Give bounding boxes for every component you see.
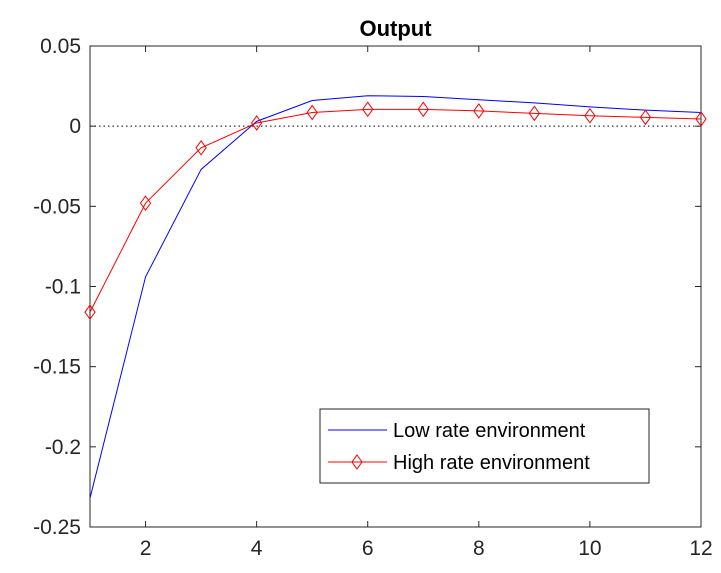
data-point-high-rate-environment bbox=[362, 101, 374, 118]
series-line-low-rate-environment bbox=[89, 95, 702, 499]
y-tick-label: -0.05 bbox=[33, 195, 81, 218]
data-point-high-rate-environment bbox=[695, 111, 707, 127]
x-tick-label: 6 bbox=[362, 537, 374, 560]
x-tick-label: 12 bbox=[689, 537, 712, 560]
data-point-high-rate-environment bbox=[639, 109, 652, 126]
data-point-high-rate-environment bbox=[139, 195, 152, 211]
x-tick-label: 2 bbox=[140, 537, 152, 560]
y-tick-label: -0.2 bbox=[45, 436, 81, 459]
y-tick-label: 0.05 bbox=[40, 35, 81, 58]
y-tick-label: -0.15 bbox=[33, 356, 81, 379]
x-tick-label: 8 bbox=[473, 537, 485, 560]
data-point-high-rate-environment bbox=[584, 107, 596, 124]
y-tick-label: -0.25 bbox=[33, 516, 81, 539]
data-point-high-rate-environment bbox=[84, 304, 96, 321]
series-line-high-rate-environment bbox=[89, 108, 702, 313]
chart-title: Output bbox=[359, 16, 432, 41]
data-point-high-rate-environment bbox=[306, 104, 318, 121]
legend-box bbox=[319, 408, 650, 484]
data-point-high-rate-environment bbox=[417, 101, 429, 118]
legend-label-low-rate-environment: Low rate environment bbox=[393, 420, 586, 442]
y-tick-label: -0.1 bbox=[45, 276, 81, 299]
legend-label-high-rate-environment: High rate environment bbox=[393, 452, 590, 474]
data-point-high-rate-environment bbox=[528, 105, 541, 122]
x-tick-label: 4 bbox=[251, 537, 263, 560]
y-tick-label: 0 bbox=[69, 115, 81, 138]
data-point-high-rate-environment bbox=[250, 115, 263, 131]
data-point-high-rate-environment bbox=[473, 103, 485, 119]
x-tick-label: 10 bbox=[578, 537, 601, 560]
data-point-high-rate-environment bbox=[195, 139, 207, 156]
legend-marker-high-rate-environment bbox=[351, 454, 363, 470]
